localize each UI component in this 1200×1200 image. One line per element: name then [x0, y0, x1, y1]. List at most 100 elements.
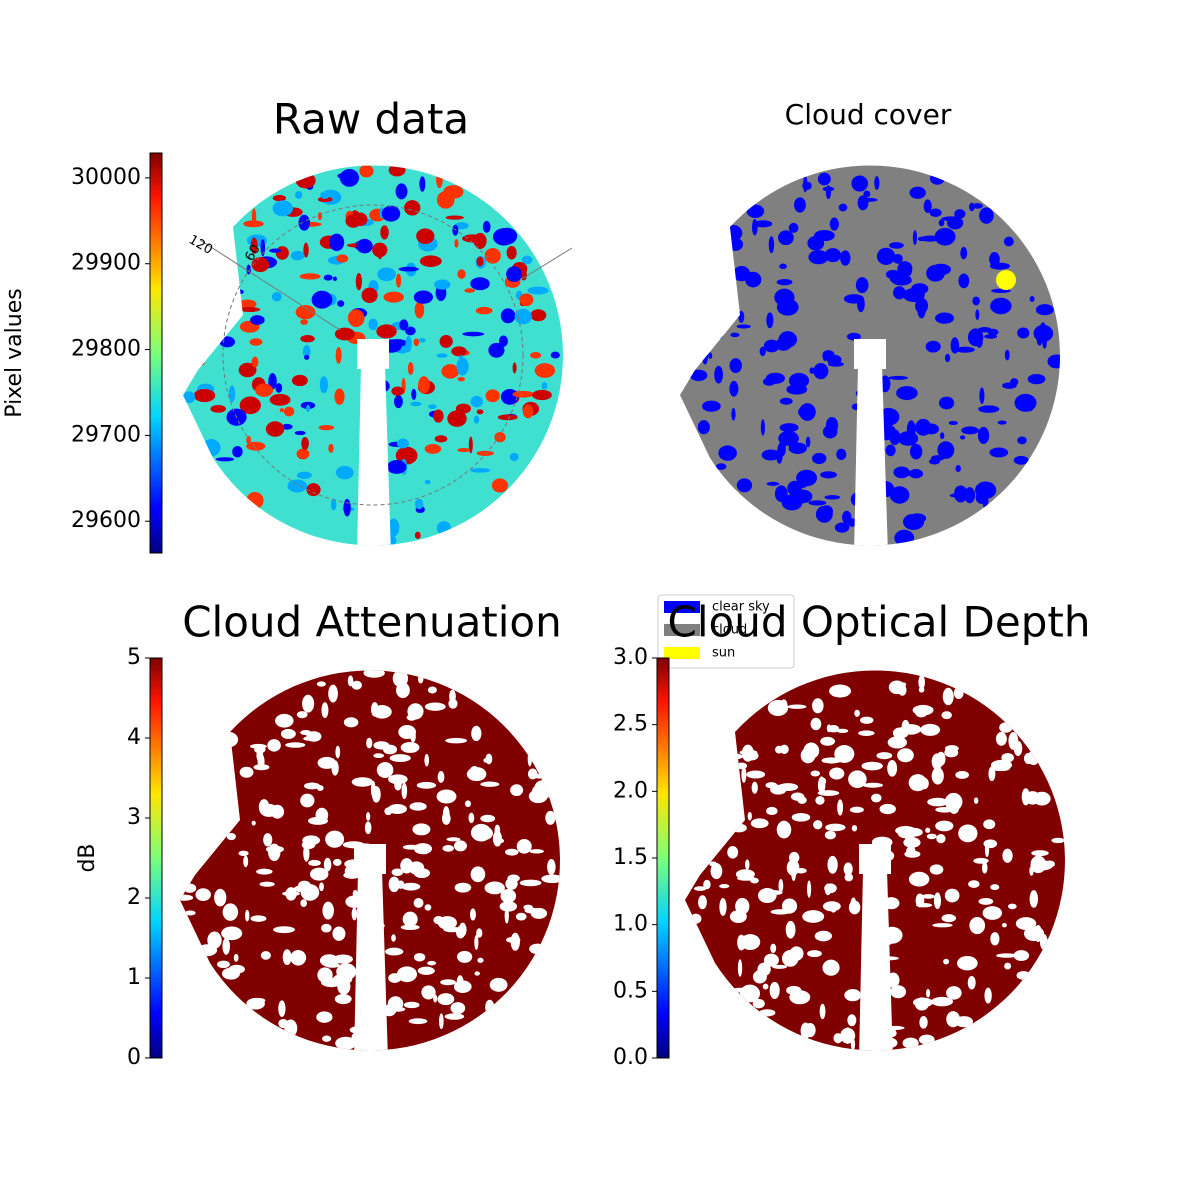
image-blob [303, 242, 309, 258]
image-blob [919, 1016, 928, 1029]
image-blob [876, 247, 896, 265]
image-blob [779, 423, 799, 433]
image-blob [424, 753, 430, 767]
image-blob [343, 498, 351, 517]
image-blob [428, 404, 437, 409]
image-blob [316, 1011, 333, 1023]
image-blob [912, 704, 934, 716]
image-blob [715, 287, 735, 295]
image-blob [249, 338, 263, 346]
image-blob [736, 478, 753, 493]
image-blob [469, 908, 476, 921]
image-blob [822, 186, 835, 192]
image-blob [510, 784, 524, 797]
image-blob [474, 971, 480, 976]
image-blob [445, 737, 468, 744]
image-blob [995, 731, 1007, 746]
image-blob [335, 1036, 357, 1050]
image-blob [979, 387, 985, 405]
image-blob [936, 833, 946, 844]
image-blob [364, 821, 372, 835]
image-blob [824, 883, 832, 896]
image-blob [836, 448, 847, 460]
image-blob [470, 468, 491, 473]
colorbar-tick-label: 5 [127, 645, 141, 670]
image-blob [850, 897, 857, 913]
image-blob [834, 745, 855, 763]
image-blob [747, 811, 752, 821]
image-blob [287, 479, 308, 493]
image-blob [861, 761, 883, 771]
image-blob [413, 898, 424, 908]
image-blob [269, 393, 291, 406]
legend-label: cloud [712, 623, 747, 638]
image-blob [729, 910, 747, 924]
image-blob [931, 996, 954, 1007]
image-blob [898, 684, 907, 696]
image-blob [221, 967, 240, 980]
image-blob [388, 165, 406, 177]
image-blob [860, 197, 878, 202]
image-blob [820, 471, 837, 479]
image-blob [263, 833, 273, 847]
image-blob [843, 862, 853, 876]
image-blob [421, 985, 436, 1000]
image-blob [896, 386, 918, 401]
image-blob [1004, 349, 1010, 361]
image-blob [500, 389, 519, 405]
image-blob [874, 176, 880, 190]
image-blob [474, 934, 479, 950]
image-blob [978, 897, 994, 905]
image-blob [414, 531, 421, 539]
image-blob [902, 1037, 919, 1049]
annotation: 120 [186, 232, 215, 257]
image-blob [387, 339, 408, 347]
image-blob [843, 1027, 852, 1044]
image-blob [436, 171, 443, 189]
image-blob [408, 1018, 428, 1025]
mask-arm [854, 365, 888, 546]
image-blob [983, 819, 996, 830]
image-blob [955, 464, 961, 472]
image-blob [529, 943, 546, 955]
image-blob [820, 736, 836, 746]
image-blob [751, 781, 758, 794]
image-blob [892, 727, 909, 739]
image-blob [730, 332, 740, 338]
image-blob [761, 449, 781, 461]
image-blob [973, 797, 979, 804]
image-blob [766, 312, 774, 329]
image-blob [825, 416, 839, 434]
image-blob [788, 222, 799, 233]
image-blob [233, 953, 239, 962]
image-blob [469, 765, 480, 777]
image-blob [786, 384, 808, 395]
image-blob [914, 997, 929, 1011]
image-blob [545, 810, 556, 825]
image-blob [943, 958, 950, 965]
image-blob [1003, 236, 1014, 247]
image-blob [890, 985, 907, 999]
image-blob [807, 880, 812, 898]
image-blob [380, 225, 389, 240]
image-blob [956, 955, 978, 971]
image-blob [226, 832, 236, 841]
image-blob [541, 874, 560, 884]
image-blob [279, 408, 284, 413]
panel-title: Cloud Optical Depth [668, 598, 1091, 647]
image-blob [741, 766, 747, 783]
image-blob [778, 879, 784, 893]
image-blob [228, 385, 236, 403]
image-blob [838, 203, 848, 212]
image-blob [398, 725, 416, 740]
image-blob [729, 765, 739, 776]
image-blob [480, 814, 496, 823]
image-blob [946, 986, 962, 1000]
image-blob [829, 217, 839, 231]
image-blob [757, 888, 777, 904]
image-blob [377, 267, 396, 282]
image-blob [272, 200, 294, 217]
annotation-circle [222, 204, 524, 506]
panel-title: Raw data [273, 95, 469, 144]
